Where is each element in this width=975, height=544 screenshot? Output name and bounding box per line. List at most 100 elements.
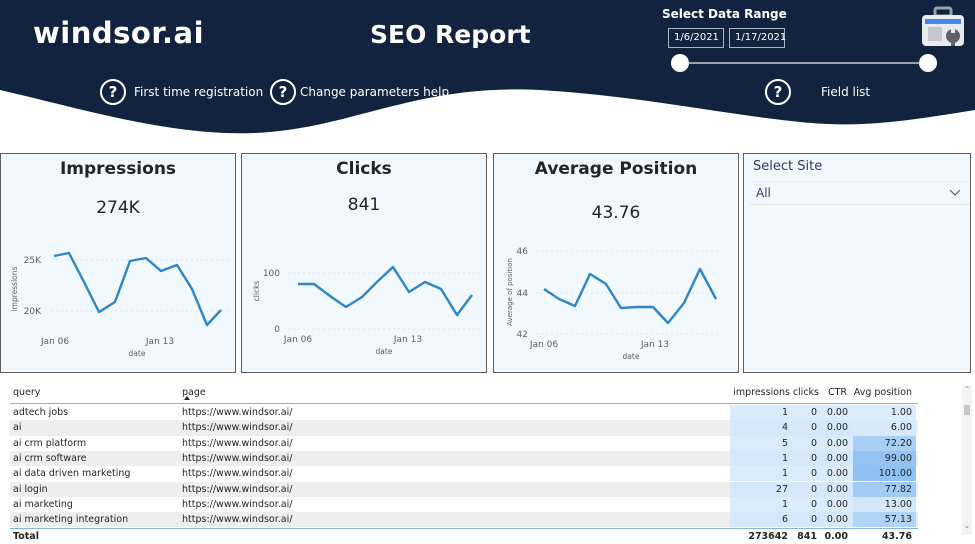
site-dropdown-value: All (756, 186, 771, 200)
cell-impressions: 1 (781, 452, 788, 464)
site-dropdown[interactable]: All (750, 181, 970, 205)
cell-ctr: 0.00 (826, 452, 848, 464)
svg-text:25K: 25K (24, 256, 42, 266)
svg-text:Jan 13: Jan 13 (640, 340, 669, 350)
first-time-registration-link[interactable]: ? First time registration (100, 79, 263, 105)
svg-text:Jan 13: Jan 13 (393, 335, 422, 345)
table-row[interactable]: ai marketing https://www.windsor.ai/ 1 0… (10, 496, 918, 513)
column-header-query[interactable]: query (13, 387, 41, 398)
svg-text:0: 0 (274, 325, 280, 335)
google-search-console-icon (922, 6, 964, 46)
cell-page: https://www.windsor.ai/ (182, 468, 293, 480)
cell-avg-position: 13.00 (884, 498, 912, 510)
date-range-end-handle[interactable] (919, 54, 937, 72)
table-row[interactable]: ai data driven marketing https://www.win… (10, 466, 918, 482)
question-circle-icon: ? (100, 79, 126, 105)
column-header-page[interactable]: page (182, 387, 206, 398)
link-label: Change parameters help (300, 85, 450, 99)
table-row[interactable]: ai crm software https://www.windsor.ai/ … (10, 450, 918, 467)
slicer-title: Select Site (753, 159, 823, 174)
card-value: 841 (347, 195, 381, 215)
table-row[interactable]: ai login https://www.windsor.ai/ 27 0 0.… (10, 481, 918, 497)
cell-clicks: 0 (810, 437, 817, 449)
table-row[interactable]: ai https://www.windsor.ai/ 4 0 0.00 6.00 (10, 420, 918, 436)
svg-text:Jan 06: Jan 06 (40, 337, 69, 347)
cell-query: ai crm platform (13, 437, 87, 449)
cell-ctr: 0.00 (826, 422, 848, 434)
start-date-input[interactable]: 1/6/2021 (668, 28, 724, 48)
cell-clicks: 0 (810, 407, 817, 418)
report-header: windsor.ai SEO Report ? First time regis… (0, 0, 975, 140)
cell-ctr: 0.00 (826, 468, 848, 480)
table-total-row: Total 273642 841 0.00 43.76 (10, 528, 918, 544)
card-title: Clicks (336, 159, 392, 179)
cell-impressions: 5 (781, 437, 788, 449)
cell-clicks: 0 (810, 452, 817, 464)
scroll-thumb[interactable] (964, 405, 970, 415)
field-list-link[interactable]: ? Field list (765, 79, 870, 105)
clicks-line-chart[interactable]: 100 0 clicks Jan 06 Jan 13 date (242, 154, 488, 374)
column-header-clicks[interactable]: clicks (792, 387, 819, 398)
svg-text:Jan 13: Jan 13 (145, 337, 174, 347)
sort-ascending-icon (184, 396, 190, 400)
svg-text:Jan 06: Jan 06 (283, 335, 312, 345)
date-range-slider-track[interactable] (680, 62, 928, 64)
select-site-slicer: Select Site All (743, 153, 971, 373)
cell-ctr: 0.00 (826, 514, 848, 526)
svg-text:clicks: clicks (252, 281, 261, 302)
total-clicks: 841 (797, 531, 817, 542)
table-scrollbar[interactable]: ⌃ ⌄ (962, 385, 972, 535)
windsor-logo: windsor.ai (33, 16, 205, 50)
cell-impressions: 4 (781, 422, 788, 434)
cell-impressions: 1 (781, 468, 788, 480)
total-impressions: 273642 (748, 531, 788, 542)
svg-text:Jan 06: Jan 06 (529, 340, 558, 350)
table-header: query page impressions clicks CTR Avg po… (10, 383, 918, 404)
column-header-impressions[interactable]: impressions (733, 387, 790, 398)
table-row[interactable]: adtech jobs https://www.windsor.ai/ 1 0 … (10, 405, 918, 421)
date-range-label: Select Data Range (662, 7, 787, 21)
cell-avg-position: 77.82 (884, 483, 912, 495)
cell-query: ai crm software (13, 452, 87, 464)
cell-clicks: 0 (810, 514, 817, 526)
cell-clicks: 0 (810, 468, 817, 480)
svg-text:46: 46 (517, 247, 529, 257)
table-row[interactable]: ai marketing integration https://www.win… (10, 512, 918, 528)
cell-clicks: 0 (810, 422, 817, 434)
header-wave-background (0, 0, 975, 134)
end-date-input[interactable]: 1/17/2021 (729, 28, 786, 48)
cell-page: https://www.windsor.ai/ (182, 452, 293, 464)
cell-page: https://www.windsor.ai/ (182, 422, 293, 434)
cell-query: ai marketing (13, 498, 73, 510)
impressions-card: Impressions 274K 25K 20K impressions Jan… (0, 153, 236, 373)
clicks-card: Clicks 841 100 0 clicks Jan 06 Jan 13 da… (241, 153, 487, 373)
link-label: First time registration (134, 85, 264, 99)
cell-ctr: 0.00 (826, 498, 848, 510)
total-label: Total (13, 531, 39, 542)
cell-impressions: 1 (781, 498, 788, 510)
column-header-avg-position[interactable]: Avg position (853, 387, 912, 398)
cell-impressions: 1 (781, 407, 788, 418)
average-position-card: Average Position 43.76 46 44 42 Average … (493, 153, 739, 373)
cell-page: https://www.windsor.ai/ (182, 483, 293, 495)
cell-avg-position: 99.00 (884, 452, 912, 464)
scroll-down-icon[interactable]: ⌄ (963, 521, 971, 530)
svg-text:42: 42 (517, 330, 528, 340)
cell-page: https://www.windsor.ai/ (182, 407, 293, 418)
cell-query: ai (13, 422, 22, 434)
table-row[interactable]: ai crm platform https://www.windsor.ai/ … (10, 435, 918, 451)
change-parameters-help-link[interactable]: ? Change parameters help (270, 79, 449, 105)
column-header-ctr[interactable]: CTR (827, 387, 847, 398)
impressions-line-chart[interactable]: 25K 20K impressions Jan 06 Jan 13 date (1, 154, 237, 374)
date-range-start-handle[interactable] (671, 54, 689, 72)
cell-query: adtech jobs (13, 407, 69, 418)
svg-text:100: 100 (263, 269, 280, 279)
card-title: Average Position (534, 159, 698, 179)
cell-impressions: 27 (775, 483, 788, 495)
average-position-line-chart[interactable]: 46 44 42 Average of position Jan 06 Jan … (494, 154, 740, 374)
cell-impressions: 6 (781, 514, 788, 526)
cell-avg-position: 101.00 (878, 468, 912, 480)
svg-text:Average of position: Average of position (506, 258, 514, 326)
cell-query: ai login (13, 483, 48, 495)
scroll-up-icon[interactable]: ⌃ (963, 385, 971, 394)
